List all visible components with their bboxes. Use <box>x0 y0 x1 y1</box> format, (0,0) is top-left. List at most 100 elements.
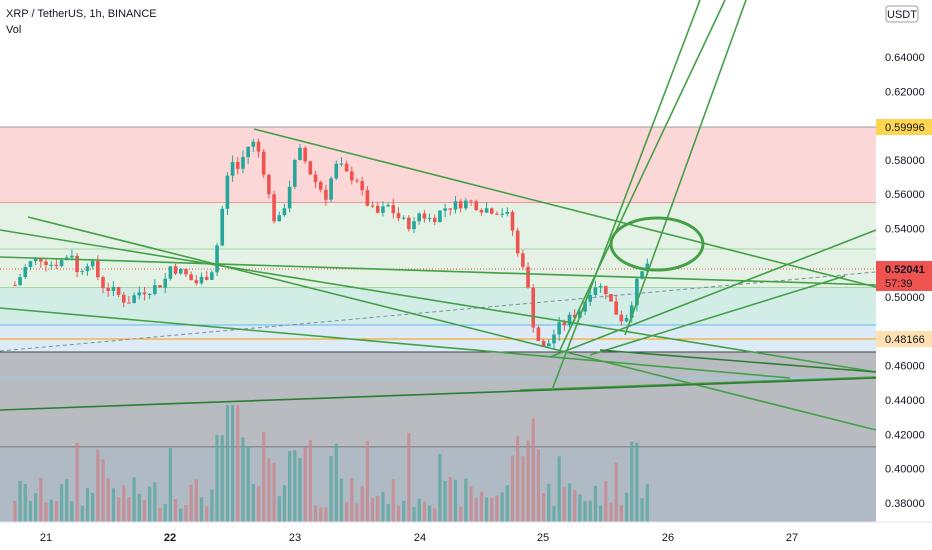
volume-bar <box>246 446 250 522</box>
candle-body <box>495 213 499 215</box>
candle-body <box>500 213 504 215</box>
volume-bar <box>39 477 43 522</box>
trendline-dark-tail <box>599 349 877 373</box>
volume-bar <box>153 482 157 522</box>
volume-bar <box>630 441 634 522</box>
candle-body <box>111 286 116 291</box>
candle-body <box>536 327 541 342</box>
volume-bar <box>448 477 452 522</box>
volume-bar <box>604 481 608 522</box>
trendline-horizontal-ish <box>0 256 877 286</box>
candle-body <box>199 276 204 284</box>
candle-body <box>583 301 587 312</box>
candle-body <box>562 322 567 325</box>
candle-body <box>49 264 53 266</box>
volume-bar <box>609 502 613 522</box>
volume-bar <box>44 502 48 522</box>
price-tick-label: 0.64000 <box>885 52 925 64</box>
candle-body <box>298 147 302 160</box>
volume-bar <box>106 477 110 522</box>
candle-body <box>272 194 276 222</box>
candle-body <box>241 157 245 169</box>
candle-body <box>593 287 598 295</box>
volume-bar <box>536 449 541 522</box>
volume-indicator-label[interactable]: Vol <box>6 24 22 36</box>
candle-body <box>489 208 494 214</box>
volume-bar <box>324 507 328 522</box>
trendline-descending-long <box>27 216 877 431</box>
volume-bar <box>443 480 447 522</box>
candle-body <box>629 305 634 318</box>
volume-bar <box>453 479 458 522</box>
volume-bar <box>526 440 530 522</box>
symbol-title[interactable]: XRP / TetherUS, 1h, BINANCE <box>6 8 157 20</box>
time-axis[interactable]: 21 22 23 24 25 26 27 <box>40 532 798 544</box>
volume-bar <box>624 492 629 522</box>
volume-bar <box>334 443 338 522</box>
volume-bar <box>18 480 22 522</box>
candle-body <box>178 268 183 274</box>
volume-bar <box>173 499 178 522</box>
candle-body <box>261 151 266 175</box>
volume-bar <box>417 498 421 522</box>
chart-legend: XRP / TetherUS, 1h, BINANCE Vol <box>6 6 157 38</box>
volume-bar <box>345 501 349 522</box>
trendline-lower-channel <box>0 307 791 379</box>
candle-body <box>432 217 437 223</box>
candle-body <box>479 210 484 213</box>
trendline-steep-2 <box>624 0 747 336</box>
candle-body <box>54 264 59 267</box>
volume-bar <box>412 506 416 522</box>
candle-body <box>557 322 561 335</box>
volume-bar <box>614 462 618 522</box>
volume-bar <box>132 477 136 522</box>
candle-body <box>604 286 608 295</box>
candle-body <box>407 217 411 230</box>
candle-body <box>204 276 209 280</box>
candle-body <box>386 205 390 207</box>
candle-body <box>619 314 624 322</box>
lower-level-tag-box <box>876 331 932 347</box>
volume-bar <box>210 489 214 522</box>
candle-body <box>116 286 121 295</box>
candle-body <box>137 292 142 296</box>
volume-bar <box>163 503 167 522</box>
candle-body <box>59 260 64 267</box>
candle-body <box>515 230 520 254</box>
last-price-tag: 0.52041 <box>885 264 925 276</box>
candle-body <box>526 266 530 288</box>
volume-bar <box>236 405 240 522</box>
candle-body <box>464 200 468 209</box>
candle-body <box>251 141 256 147</box>
volume-bar <box>370 497 375 522</box>
volume-bar <box>231 405 235 522</box>
candle-body <box>127 302 131 304</box>
candle-body <box>355 180 359 182</box>
volume-bar <box>469 486 473 522</box>
volume-bar <box>241 437 245 522</box>
candle-body <box>277 215 282 222</box>
currency-tag-box[interactable] <box>885 5 919 23</box>
price-tick-label: 0.62000 <box>885 86 925 98</box>
volume-bar <box>350 478 354 522</box>
volume-bar <box>256 485 261 522</box>
volume-bar <box>531 418 535 522</box>
volume-bar <box>578 494 582 522</box>
price-tick-label: 0.54000 <box>885 224 925 236</box>
candle-body <box>293 159 297 187</box>
volume-bar <box>23 483 27 522</box>
candle-body <box>391 205 396 214</box>
volume-bar <box>599 505 603 522</box>
candle-body <box>225 175 230 209</box>
volume-bar <box>262 432 266 522</box>
volume-bar <box>28 501 33 522</box>
volume-bar <box>427 505 432 522</box>
volume-bar <box>272 462 276 522</box>
volume-bar <box>148 486 152 522</box>
volume-bar <box>251 483 255 522</box>
candle-body <box>318 182 323 190</box>
volume-bar <box>635 442 639 522</box>
volume-bar <box>479 491 483 522</box>
price-tick-label: 0.42000 <box>885 429 925 441</box>
